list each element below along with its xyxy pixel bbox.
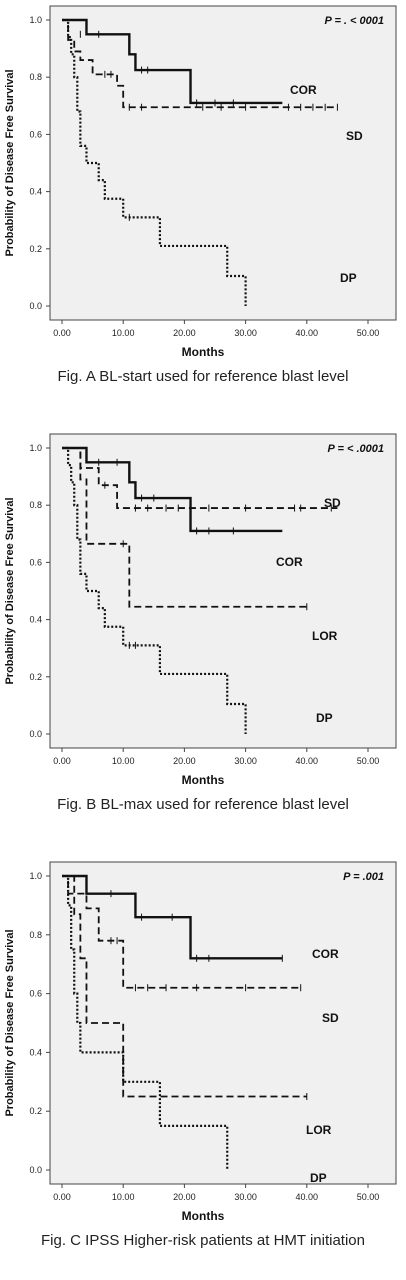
- figure-caption: Fig. B BL-max used for reference blast l…: [57, 796, 349, 813]
- series-label-cor: COR: [312, 947, 339, 961]
- p-value-label: P = . < 0001: [324, 15, 384, 27]
- p-value-label: P = < .0001: [328, 443, 384, 455]
- km-chart-a: 0.0 0.2 0.4 0.6 0.8 1.0 0.00 10.00 20.00 30.00 40.…: [0, 0, 406, 420]
- y-tick-label: 0.6: [29, 129, 42, 139]
- series-label-lor: LOR: [312, 629, 338, 643]
- series-line-dp: [62, 874, 229, 1170]
- y-tick-label: 0.0: [29, 729, 42, 739]
- chart-svg: 0.0 0.2 0.4 0.6 0.8 1.0 0.00 10.00 20.00 30.00 40.…: [4, 861, 397, 1223]
- x-tick-label: 0.00: [53, 328, 71, 338]
- series-line-cor: [62, 874, 283, 960]
- y-axis-label: Probability of Disease Free Survival: [4, 929, 16, 1116]
- series-label-cor: COR: [276, 555, 303, 569]
- x-axis-label: Months: [182, 773, 225, 787]
- x-axis-label: Months: [182, 1209, 225, 1223]
- figure-caption: Fig. C IPSS Higher-risk patients at HMT …: [40, 1232, 365, 1249]
- y-axis-label: Probability of Disease Free Survival: [4, 497, 16, 684]
- x-axis-label: Months: [182, 345, 225, 359]
- y-axis-label: Probability of Disease Free Survival: [4, 69, 16, 256]
- y-tick-label: 0.2: [29, 1106, 42, 1116]
- y-tick-label: 0.8: [29, 500, 42, 510]
- x-tick-label: 50.00: [357, 1192, 380, 1202]
- y-tick-label: 0.0: [29, 1165, 42, 1175]
- series-label-sd: SD: [324, 496, 341, 510]
- plot-area: [49, 5, 397, 321]
- y-tick-label: 0.8: [29, 72, 42, 82]
- series-line-dp: [62, 18, 247, 306]
- x-tick-label: 40.00: [296, 328, 319, 338]
- series-line-sd: [62, 875, 301, 989]
- series-label-dp: DP: [316, 711, 333, 725]
- series-line-cor: [62, 18, 283, 105]
- y-tick-label: 0.6: [29, 557, 42, 567]
- x-tick-label: 30.00: [234, 1192, 257, 1202]
- series-label-dp: DP: [310, 1171, 327, 1185]
- x-tick-label: 0.00: [53, 756, 71, 766]
- y-tick-label: 0.2: [29, 244, 42, 254]
- series-label-dp: DP: [340, 271, 357, 285]
- chart-svg: 0.0 0.2 0.4 0.6 0.8 1.0 0.00 10.00 20.00 30.00 40.…: [4, 433, 397, 787]
- plot-area: [49, 861, 397, 1185]
- figure-caption: Fig. A BL-start used for reference blast…: [57, 368, 349, 385]
- chart-svg: 0.0 0.2 0.4 0.6 0.8 1.0 0.00 10.00 20.00 30.00 40.…: [4, 5, 397, 359]
- x-tick-label: 30.00: [234, 756, 257, 766]
- x-tick-label: 40.00: [296, 756, 319, 766]
- series-label-sd: SD: [346, 129, 363, 143]
- x-tick-label: 10.00: [112, 328, 135, 338]
- y-tick-label: 0.8: [29, 930, 42, 940]
- y-tick-label: 1.0: [29, 15, 42, 25]
- y-tick-label: 0.2: [29, 672, 42, 682]
- series-line-cor: [62, 446, 283, 533]
- km-chart-b: 0.0 0.2 0.4 0.6 0.8 1.0 0.00 10.00 20.00 30.00 40.…: [0, 428, 406, 848]
- km-chart-c: 0.0 0.2 0.4 0.6 0.8 1.0 0.00 10.00 20.00 30.00 40.…: [0, 856, 406, 1280]
- series-line-sd: [62, 19, 338, 109]
- series-label-lor: LOR: [306, 1123, 332, 1137]
- plot-area: [49, 433, 397, 749]
- y-tick-label: 0.4: [29, 1047, 42, 1057]
- y-tick-label: 0.6: [29, 989, 42, 999]
- x-tick-label: 50.00: [357, 328, 380, 338]
- y-tick-label: 1.0: [29, 443, 42, 453]
- x-tick-label: 0.00: [53, 1192, 71, 1202]
- series-line-dp: [62, 446, 247, 734]
- x-tick-label: 30.00: [234, 328, 257, 338]
- x-tick-label: 20.00: [173, 328, 196, 338]
- series-line-sd: [62, 447, 338, 509]
- y-tick-label: 0.0: [29, 301, 42, 311]
- x-tick-label: 20.00: [173, 756, 196, 766]
- x-tick-label: 40.00: [296, 1192, 319, 1202]
- y-tick-label: 0.4: [29, 615, 42, 625]
- y-tick-label: 0.4: [29, 187, 42, 197]
- series-line-lor: [62, 447, 307, 608]
- series-label-sd: SD: [322, 1011, 339, 1025]
- x-tick-label: 50.00: [357, 756, 380, 766]
- x-tick-label: 20.00: [173, 1192, 196, 1202]
- x-tick-label: 10.00: [112, 1192, 135, 1202]
- x-tick-label: 10.00: [112, 756, 135, 766]
- p-value-label: P = .001: [343, 871, 384, 883]
- series-label-cor: COR: [290, 83, 317, 97]
- y-tick-label: 1.0: [29, 871, 42, 881]
